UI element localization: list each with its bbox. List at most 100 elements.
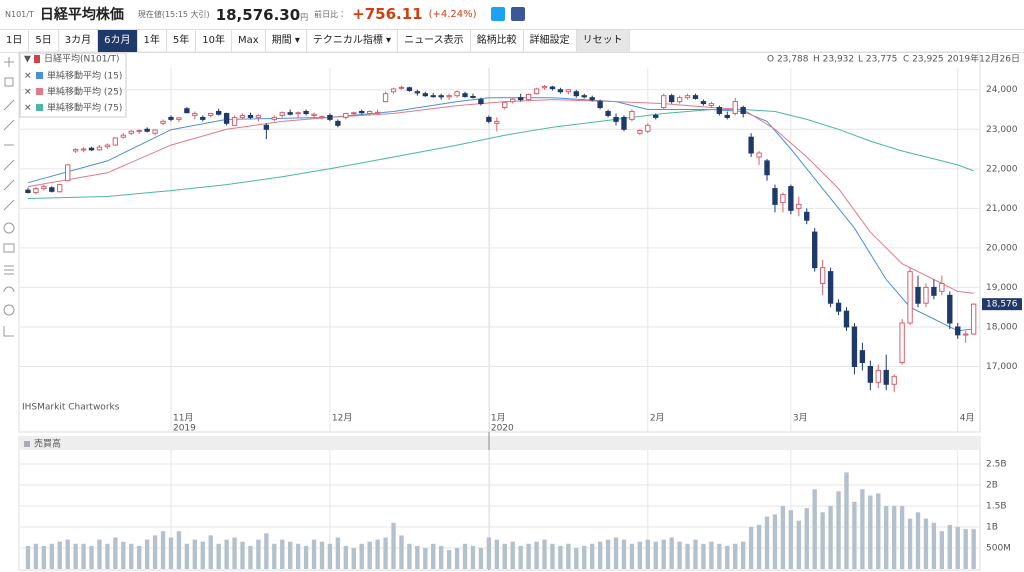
candle-body <box>128 130 134 134</box>
volume-bar <box>454 548 460 569</box>
volume-bar <box>669 537 674 569</box>
candle-body <box>351 112 357 115</box>
candle-body <box>637 129 643 134</box>
candle-body <box>859 350 866 364</box>
candle-body <box>72 148 79 152</box>
volume-bar <box>184 543 190 569</box>
candle-body <box>446 95 452 98</box>
toolbar-button[interactable]: テクニカル指標 ▾ <box>307 30 399 52</box>
toolbar-button[interactable]: 期間 ▾ <box>266 30 307 52</box>
candle-body <box>255 114 262 118</box>
toolbar-button[interactable]: 1日 <box>0 30 30 52</box>
toolbar-button[interactable]: リセット <box>576 30 630 52</box>
x-tick-year: 2019 <box>173 424 196 434</box>
volume-bar <box>812 489 817 569</box>
candle-body <box>645 124 651 132</box>
change-pct: (+4.24%) <box>428 8 477 20</box>
volume-bar <box>486 537 492 569</box>
candle-body <box>176 117 182 120</box>
volume-bar <box>502 543 507 569</box>
candle-body <box>923 286 929 304</box>
candle-body <box>104 144 111 148</box>
price: 18,576.30 <box>215 5 301 24</box>
legend-label: 日経平均(N101/T) <box>44 53 119 65</box>
candle-body <box>398 86 405 89</box>
candle-body <box>390 88 397 93</box>
legend-toggle[interactable]: ▼ <box>24 55 31 65</box>
candle-body <box>311 113 317 116</box>
volume-bar <box>295 543 301 569</box>
volume-header <box>20 438 979 450</box>
candle-body <box>359 110 365 114</box>
volume-bar <box>25 545 31 569</box>
candle-body <box>653 114 659 118</box>
volume-bar <box>216 543 221 569</box>
legend-label: 単純移動平均 (75) <box>47 102 122 114</box>
legend-swatch <box>36 104 43 111</box>
toolbar-button[interactable]: 3カ月 <box>59 30 99 52</box>
volume-bar <box>629 543 635 569</box>
candle-body <box>343 112 349 118</box>
volume-bar <box>693 539 698 569</box>
price-label: 現在値(15:15 大引) <box>137 9 210 19</box>
toolbar-button[interactable]: ニュース表示 <box>398 30 471 52</box>
candle-body <box>565 89 572 93</box>
moving-average-line <box>27 99 974 294</box>
legend-remove[interactable]: ✕ <box>24 104 32 114</box>
candle-body <box>875 369 881 383</box>
volume-bar <box>899 506 905 569</box>
toolbar-button[interactable]: 1年 <box>138 30 167 52</box>
volume-bar <box>303 545 309 569</box>
candle-body <box>510 98 516 103</box>
volume-bar <box>462 543 468 569</box>
volume-bar <box>399 535 404 569</box>
candle-body <box>374 111 381 114</box>
candle-body <box>732 101 738 114</box>
legend-remove[interactable]: ✕ <box>24 72 32 82</box>
candle-body <box>700 101 707 105</box>
candle-body <box>970 303 977 335</box>
candle-body <box>605 110 611 116</box>
candle-body <box>589 97 595 101</box>
volume-bar <box>756 524 762 569</box>
y-tick-label: 22,000 <box>986 164 1018 174</box>
candle-body <box>120 134 126 138</box>
volume-bar <box>192 539 198 569</box>
candle-body <box>780 194 786 203</box>
volume-bar <box>224 539 229 569</box>
candle-body <box>430 95 436 98</box>
legend-label: 単純移動平均 (15) <box>47 70 122 82</box>
toolbar-button[interactable]: 6カ月 <box>98 30 138 52</box>
volume-tick-label: 1B <box>986 523 998 533</box>
candle-body <box>382 93 389 103</box>
volume-bar <box>828 506 833 569</box>
volume-title: 売買高 <box>34 438 61 450</box>
toolbar-button[interactable]: Max <box>232 30 266 52</box>
candle-body <box>907 271 913 324</box>
toolbar-button[interactable]: 5年 <box>167 30 197 52</box>
candle-body <box>581 95 587 98</box>
volume-bar <box>272 543 277 569</box>
facebook-button[interactable] <box>510 7 525 21</box>
toolbar-button[interactable]: 5日 <box>29 30 59 52</box>
volume-bar <box>415 545 420 569</box>
candle-body <box>931 286 937 296</box>
volume-bar <box>288 541 293 569</box>
candle-body <box>160 120 166 124</box>
moving-average-line <box>27 97 974 332</box>
toolbar-button[interactable]: 銘柄比較 <box>471 30 524 52</box>
code: N101/T <box>5 9 34 19</box>
volume-bar <box>113 537 118 569</box>
candle-body <box>947 294 953 324</box>
toolbar-button[interactable]: 10年 <box>196 30 232 52</box>
volume-bar <box>876 493 881 569</box>
candle-body <box>470 95 476 98</box>
volume-bar <box>49 543 54 569</box>
volume-bar <box>637 541 643 569</box>
y-tick-label: 17,000 <box>986 362 1018 372</box>
legend-remove[interactable]: ✕ <box>24 88 32 98</box>
candle-body <box>112 137 119 146</box>
y-tick-label: 23,000 <box>986 125 1018 135</box>
toolbar-button[interactable]: 詳細設定 <box>524 30 577 52</box>
twitter-button[interactable] <box>490 7 505 21</box>
